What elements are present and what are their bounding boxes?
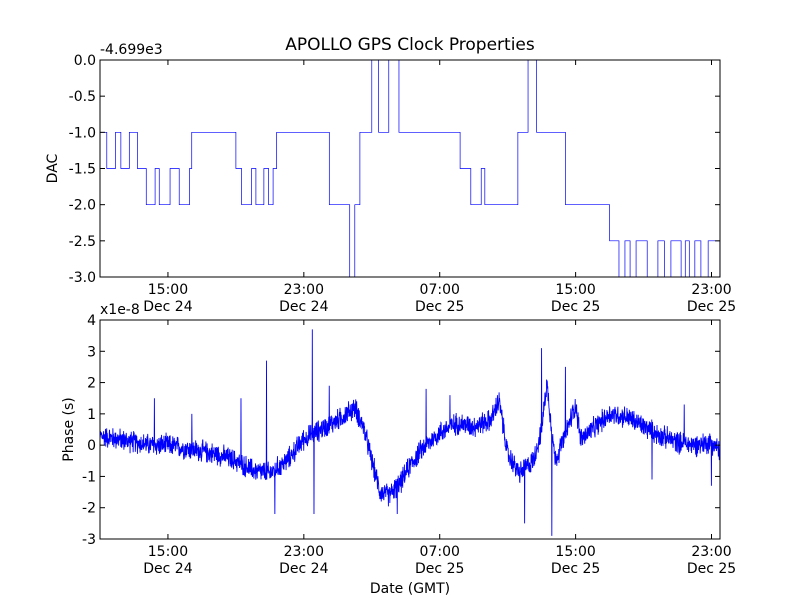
phase-offset-text: x1e-8: [100, 302, 140, 318]
dac-xtick-date: Dec 25: [551, 299, 600, 315]
phase-xtick-time: 07:00: [420, 544, 460, 560]
phase-ytick-label: 1: [87, 407, 96, 423]
phase-xtick-date: Dec 25: [415, 561, 464, 577]
phase-xtick-date: Dec 25: [551, 561, 600, 577]
dac-xtick-date: Dec 24: [279, 299, 328, 315]
dac-ytick-label: 0.0: [74, 53, 96, 69]
dac-ytick-label: -1.0: [69, 125, 96, 141]
phase-series-line: [100, 329, 720, 536]
phase-xtick-time: 15:00: [555, 544, 595, 560]
dac-ytick-label: -0.5: [69, 89, 96, 105]
dac-xtick-date: Dec 25: [415, 299, 464, 315]
dac-xtick-time: 23:00: [284, 282, 324, 298]
phase-ytick-label: -3: [82, 532, 96, 548]
phase-xtick-time: 23:00: [691, 544, 731, 560]
phase-xtick-date: Dec 24: [279, 561, 328, 577]
dac-series-line: [100, 60, 720, 277]
dac-xtick-time: 15:00: [555, 282, 595, 298]
x-axis-label: Date (GMT): [370, 581, 450, 597]
phase-xtick-time: 15:00: [148, 544, 188, 560]
phase-xtick-date: Dec 24: [143, 561, 192, 577]
phase-ytick-label: -1: [82, 469, 96, 485]
dac-ytick-label: -2.0: [69, 198, 96, 214]
dac-xtick-date: Dec 24: [143, 299, 192, 315]
dac-xtick-time: 07:00: [420, 282, 460, 298]
phase-ytick-label: 3: [87, 344, 96, 360]
phase-ytick-label: -2: [82, 501, 96, 517]
dac-plot-frame: [99, 59, 721, 278]
dac-xtick-time: 15:00: [148, 282, 188, 298]
phase-ytick-label: 2: [87, 376, 96, 392]
dac-ytick-label: -2.5: [69, 234, 96, 250]
dac-ytick-label: -3.0: [69, 270, 96, 286]
dac-xtick-time: 23:00: [691, 282, 731, 298]
phase-ytick-label: 0: [87, 438, 96, 454]
chart-title: APOLLO GPS Clock Properties: [285, 35, 535, 55]
phase-xtick-time: 23:00: [284, 544, 324, 560]
dac-xtick-date: Dec 25: [687, 299, 736, 315]
dac-ytick-label: -1.5: [69, 162, 96, 178]
phase-xtick-date: Dec 25: [687, 561, 736, 577]
phase-y-axis-label: Phase (s): [61, 397, 77, 461]
dac-y-axis-label: DAC: [45, 153, 61, 183]
phase-plot-frame: [99, 319, 721, 540]
phase-ytick-label: 4: [87, 313, 96, 329]
dac-offset-text: -4.699e3: [100, 42, 163, 58]
